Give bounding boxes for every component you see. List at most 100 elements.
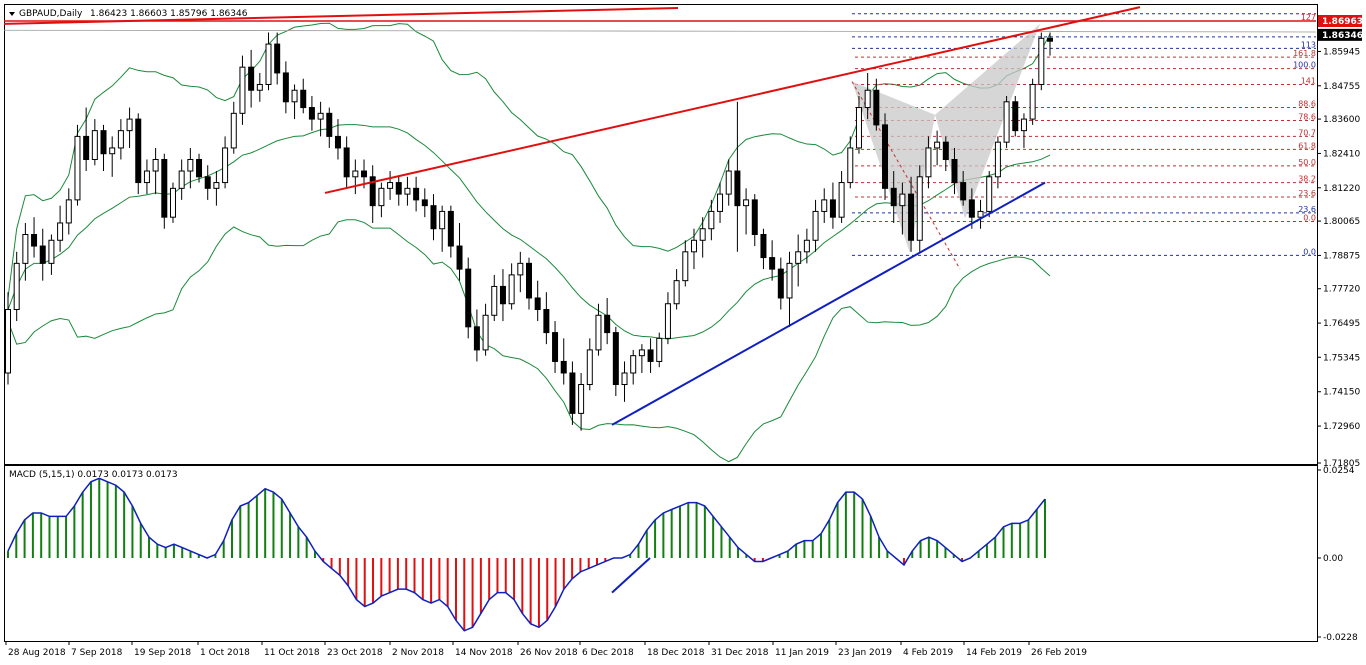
candle-body [795, 251, 802, 264]
candle-body [699, 228, 706, 241]
candle-body [760, 234, 767, 259]
fib-level-label: 141 [1301, 76, 1316, 85]
x-tick-label: 28 Aug 2018 [8, 648, 66, 658]
candle-body [734, 170, 741, 207]
x-tick-label: 6 Dec 2018 [582, 648, 634, 658]
candle-body [456, 245, 463, 270]
x-tick-label: 19 Sep 2018 [134, 648, 191, 658]
pattern-xab [852, 81, 935, 254]
candle-body [821, 199, 828, 212]
candle-body [508, 274, 515, 305]
candle-body [1020, 118, 1027, 132]
candle-body [673, 280, 680, 305]
candle-body [786, 262, 793, 299]
candle-body [751, 199, 758, 235]
candle-body [690, 239, 697, 253]
candle-body [1012, 101, 1019, 132]
candle-body [743, 199, 750, 207]
candle-body [612, 332, 619, 386]
candle-body [534, 297, 541, 311]
candle-body [951, 158, 958, 184]
candle-body [308, 107, 315, 120]
candle-body [404, 187, 411, 195]
x-tick-label: 23 Oct 2018 [327, 648, 383, 658]
candle-body [248, 66, 255, 91]
macd-panel-frame [4, 465, 1318, 642]
candle-body [526, 262, 532, 299]
y-tick-label: 1.85945 [1323, 47, 1360, 57]
fib-level-label: 38.2 [1298, 175, 1316, 184]
harmonic-pattern [851, 23, 1040, 270]
macd-title: MACD (5,15,1) 0.0173 0.0173 0.0173 [9, 470, 178, 480]
candle-body [465, 268, 472, 328]
candle-body [282, 72, 289, 103]
y-tick-label: 1.83600 [1323, 115, 1360, 125]
candle-body [604, 314, 611, 334]
candle-body [482, 314, 489, 351]
candlesticks [5, 32, 1053, 431]
candle-body [343, 147, 350, 178]
candle-body [135, 118, 142, 184]
candle-body [621, 372, 628, 386]
candle-body [491, 285, 498, 316]
candle-body [586, 349, 593, 386]
bollinger-bands [7, 22, 1051, 463]
x-tick-label: 23 Jan 2019 [838, 648, 892, 658]
current-price-badge [1318, 28, 1362, 41]
y-tick-label: 1.80065 [1323, 217, 1360, 227]
candle-body [499, 285, 506, 305]
candle-body [352, 170, 359, 178]
macd-histogram [7, 477, 1046, 632]
resistance-price-label: 1.86963 [1322, 17, 1363, 27]
candle-body [57, 222, 64, 241]
candle-body [169, 187, 176, 218]
rising-wedge-upper [324, 6, 1141, 194]
macd-tick-label: 0.00 [1323, 554, 1343, 564]
candle-body [361, 170, 368, 178]
candle-body [91, 130, 98, 160]
candle-body [899, 193, 906, 207]
candle-body [777, 268, 784, 299]
fib-level-label: 113 [1301, 40, 1316, 49]
price-panel-frame [4, 4, 1318, 465]
trend-lines [3, 6, 1317, 426]
fib-level-label: 0.0 [1303, 214, 1316, 223]
resistance-price-badge [1318, 15, 1362, 28]
candle-body [882, 124, 889, 189]
candle-body [1003, 101, 1010, 143]
candle-body [578, 384, 585, 414]
candle-body [395, 182, 402, 195]
candle-body [1047, 37, 1053, 42]
candle-body [48, 239, 55, 264]
fib-level-label: 50.0 [1298, 158, 1316, 167]
candle-body [552, 332, 559, 362]
candle-body [387, 182, 394, 189]
candle-body [74, 135, 81, 201]
collapse-arrow-icon[interactable] [9, 12, 15, 16]
candle-body [595, 314, 602, 351]
candle-body [413, 187, 420, 201]
fib-level-label: 0.0 [1303, 247, 1316, 256]
candle-body [439, 210, 446, 230]
candle-body [152, 158, 159, 172]
candle-body [13, 262, 20, 311]
candle-body [647, 349, 654, 362]
candle-body [977, 210, 984, 218]
candle-body [908, 193, 915, 241]
candle-body [916, 176, 923, 241]
lower-band [7, 219, 1051, 463]
x-tick-label: 2 Nov 2018 [392, 648, 444, 658]
candle-body [986, 176, 993, 212]
y-tick-label: 1.77720 [1323, 285, 1360, 295]
x-tick-label: 26 Feb 2019 [1031, 648, 1087, 658]
candle-body [204, 176, 211, 189]
x-tick-label: 7 Sep 2018 [71, 648, 123, 658]
candle-body [143, 170, 150, 184]
current-price-label: 1.86346 [1322, 31, 1363, 41]
x-tick-label: 14 Nov 2018 [455, 648, 513, 658]
candle-body [630, 355, 637, 374]
candle-body [682, 251, 689, 282]
candle-body [812, 210, 819, 241]
symbol-title: GBPAUD,Daily [19, 9, 83, 19]
